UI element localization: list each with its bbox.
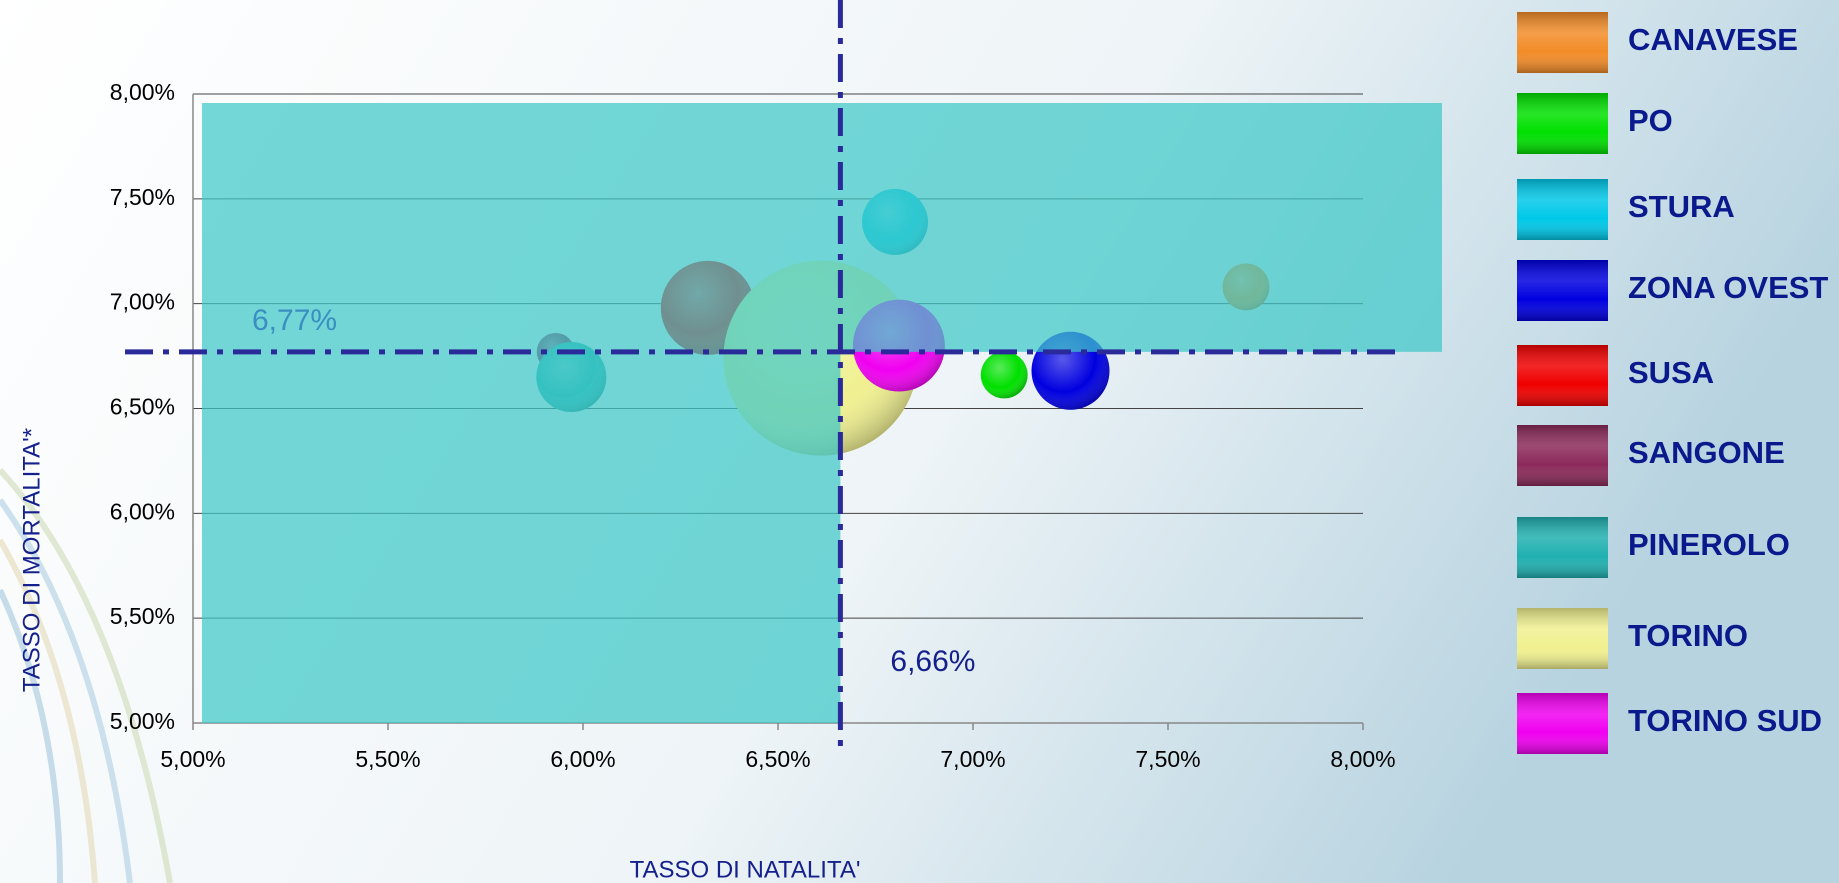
y-tick-label: 8,00% xyxy=(110,79,175,105)
legend-swatch-shade xyxy=(1517,345,1608,406)
x-tick-label: 6,00% xyxy=(550,746,615,772)
x-axis-title: TASSO DI NATALITA' xyxy=(630,856,861,883)
legend-swatch-shade xyxy=(1517,608,1608,669)
legend-label: ZONA OVEST xyxy=(1628,270,1828,305)
legend-label: CANAVESE xyxy=(1628,22,1798,57)
x-tick-label: 7,00% xyxy=(940,746,1005,772)
legend-label: SUSA xyxy=(1628,355,1714,390)
bubble-shading xyxy=(980,351,1028,399)
legend-label: STURA xyxy=(1628,189,1735,224)
legend-swatch-shade xyxy=(1517,179,1608,240)
legend-label: TORINO xyxy=(1628,618,1748,653)
legend-swatch-shade xyxy=(1517,93,1608,154)
quadrant-overlay xyxy=(202,103,1442,723)
x-tick-label: 7,50% xyxy=(1135,746,1200,772)
x-tick-label: 8,00% xyxy=(1330,746,1395,772)
legend-label: SANGONE xyxy=(1628,435,1785,470)
x-tick-label: 5,50% xyxy=(355,746,420,772)
y-tick-label: 7,00% xyxy=(110,289,175,315)
x-tick-label: 5,00% xyxy=(160,746,225,772)
decoration xyxy=(0,467,173,883)
y-tick-label: 6,50% xyxy=(110,394,175,420)
legend-swatch-shade xyxy=(1517,693,1608,754)
y-tick-label: 7,50% xyxy=(110,184,175,210)
legend-swatch-shade xyxy=(1517,517,1608,578)
plot-area: 5,00% 5,50% 6,00% 6,50% 7,00% 7,50% 8,00% 5,00%… xyxy=(110,0,1442,772)
reference-label-y: 6,77% xyxy=(252,304,337,337)
y-tick-label: 5,00% xyxy=(110,708,175,734)
legend-swatch-shade xyxy=(1517,260,1608,321)
legend-label: TORINO SUD xyxy=(1628,703,1822,738)
legend-swatch-shade xyxy=(1517,425,1608,486)
legend-label: PO xyxy=(1628,103,1673,138)
y-tick-label: 5,50% xyxy=(110,603,175,629)
legend-swatch-shade xyxy=(1517,12,1608,73)
reference-label-x: 6,66% xyxy=(890,645,975,678)
y-axis-title: TASSO DI MORTALITA'* xyxy=(18,428,45,692)
x-tick-label: 6,50% xyxy=(745,746,810,772)
legend-label: PINEROLO xyxy=(1628,527,1790,562)
y-tick-label: 6,00% xyxy=(110,498,175,524)
